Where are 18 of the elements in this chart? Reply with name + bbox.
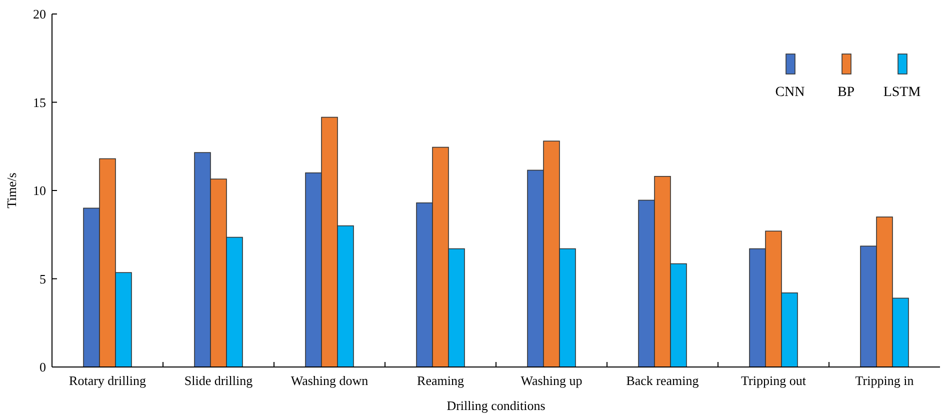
- y-tick-label: 20: [33, 6, 46, 22]
- x-tick-label: Reaming: [417, 373, 464, 388]
- y-tick-label: 0: [40, 360, 46, 375]
- legend-label: CNN: [775, 85, 805, 100]
- x-tick-label: Washing up: [520, 373, 582, 388]
- x-axis-title: Drilling conditions: [446, 398, 546, 413]
- x-tick-label: Slide drilling: [184, 373, 254, 388]
- y-tick-label: 15: [33, 94, 46, 110]
- x-tick-label: Rotary drilling: [69, 373, 146, 388]
- x-tick-label: Tripping out: [741, 373, 806, 388]
- legend-label: LSTM: [883, 85, 922, 100]
- x-tick-label: Back reaming: [626, 373, 700, 388]
- y-axis-title: Time/s: [4, 172, 19, 208]
- y-tick-label: 5: [40, 271, 46, 286]
- x-tick-label: Tripping in: [855, 373, 914, 388]
- legend-label: BP: [837, 85, 855, 100]
- x-tick-label: Washing down: [290, 373, 369, 388]
- y-tick-label: 10: [33, 183, 46, 198]
